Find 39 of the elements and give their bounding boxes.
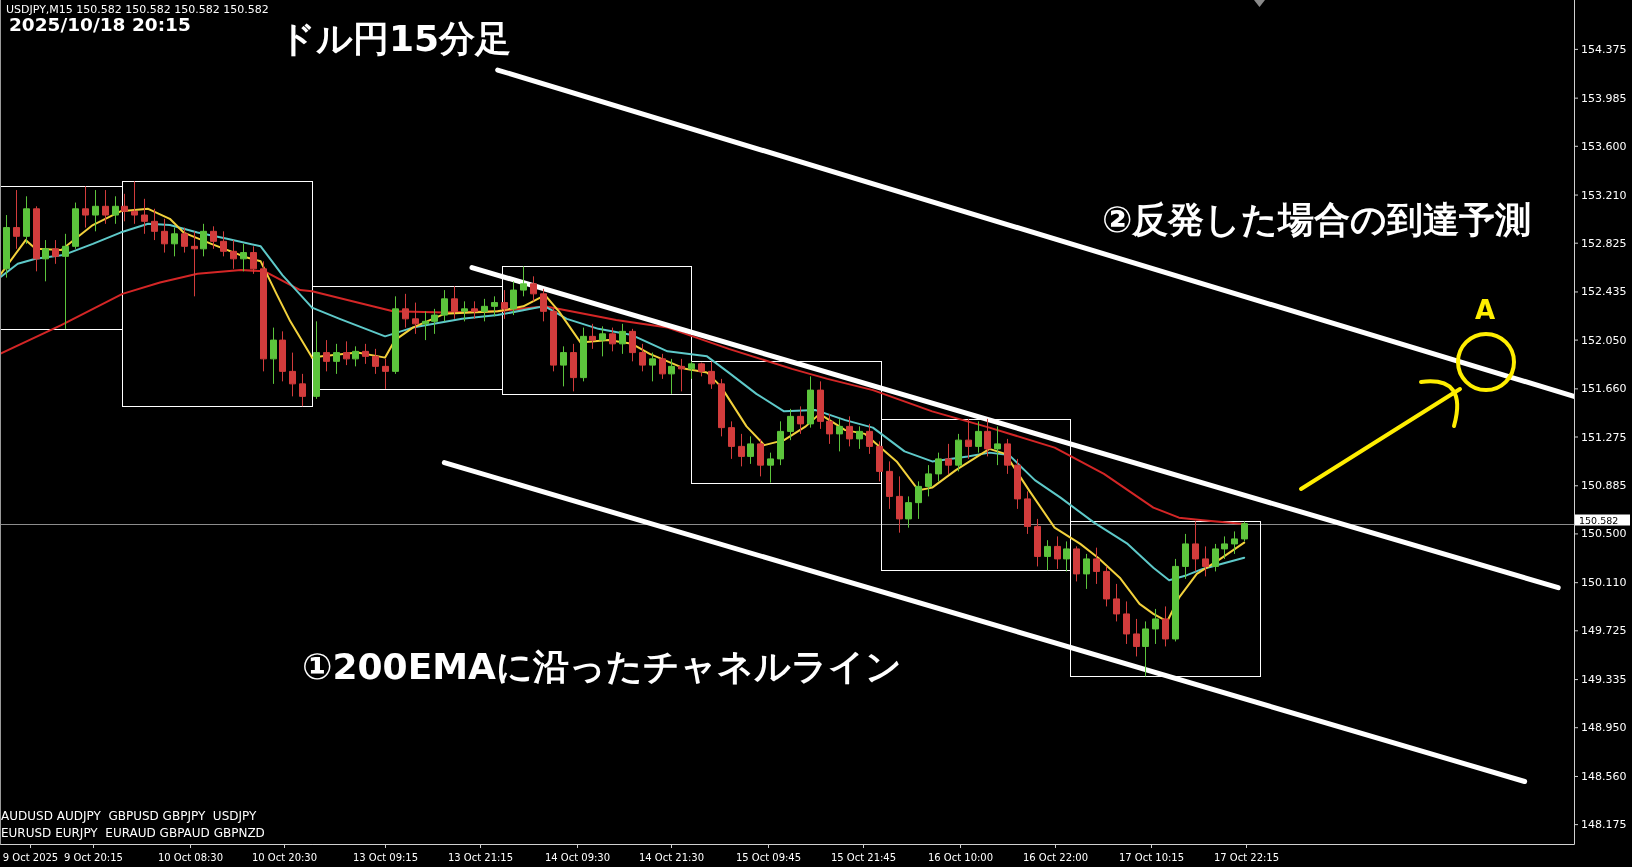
x-tick-label: 16 Oct 22:00 xyxy=(1022,851,1089,863)
y-tick-label: 148.175 xyxy=(1581,818,1627,832)
y-tick-label: 149.335 xyxy=(1581,673,1627,687)
x-tick-label: 9 Oct 2025 xyxy=(2,851,59,863)
x-tick-label: 14 Oct 09:30 xyxy=(544,851,611,863)
x-tick-label: 13 Oct 21:15 xyxy=(447,851,514,863)
x-tick-label: 17 Oct 10:15 xyxy=(1118,851,1185,863)
y-tick-label: 151.660 xyxy=(1581,382,1627,396)
y-tick-label: 149.725 xyxy=(1581,624,1627,638)
annotation: EURUSD EURJPY EURAUD GBPAUD GBPNZD xyxy=(1,826,265,840)
y-tick-label: 153.600 xyxy=(1581,139,1627,153)
y-tick-label: 148.560 xyxy=(1581,769,1627,783)
annotation: ②反発した場合の到達予測 xyxy=(1102,198,1532,240)
y-tick-label: 150.885 xyxy=(1581,479,1627,493)
x-tick-label: 9 Oct 20:15 xyxy=(64,851,123,863)
x-tick-label: 15 Oct 09:45 xyxy=(735,851,802,863)
x-tick-label: 17 Oct 22:15 xyxy=(1213,851,1280,863)
y-tick-label: 150.110 xyxy=(1581,576,1627,590)
x-tick-label: 14 Oct 21:30 xyxy=(638,851,705,863)
x-tick-label: 15 Oct 21:45 xyxy=(830,851,897,863)
y-tick-label: 151.275 xyxy=(1581,430,1627,444)
y-tick-label: 154.375 xyxy=(1581,42,1627,56)
annotation: A xyxy=(1474,295,1496,325)
text: ドル円15分足 xyxy=(279,17,512,59)
x-tick-label: 13 Oct 09:15 xyxy=(352,851,419,863)
x-tick-label: 10 Oct 20:30 xyxy=(251,851,318,863)
y-tick-label: 153.210 xyxy=(1581,188,1627,202)
x-tick-label: 10 Oct 08:30 xyxy=(157,851,224,863)
x-tick-label: 16 Oct 10:00 xyxy=(927,851,994,863)
y-tick-label: 152.825 xyxy=(1581,236,1627,250)
annotation: USDJPY,M15 150.582 150.582 150.582 150.582 xyxy=(6,2,269,16)
annotation: ①200EMAに沿ったチャネルライン xyxy=(302,645,902,687)
annotation: AUDUSD AUDJPY GBPUSD GBPJPY USDJPY xyxy=(1,809,257,823)
y-tick-label: 150.500 xyxy=(1581,527,1627,541)
y-tick-label: 152.050 xyxy=(1581,333,1627,347)
y-tick-label: 153.985 xyxy=(1581,91,1627,105)
y-tick-label: 152.435 xyxy=(1581,285,1627,299)
ref-line-label: 150.582 xyxy=(1579,514,1619,526)
y-tick-label: 148.950 xyxy=(1581,721,1627,735)
